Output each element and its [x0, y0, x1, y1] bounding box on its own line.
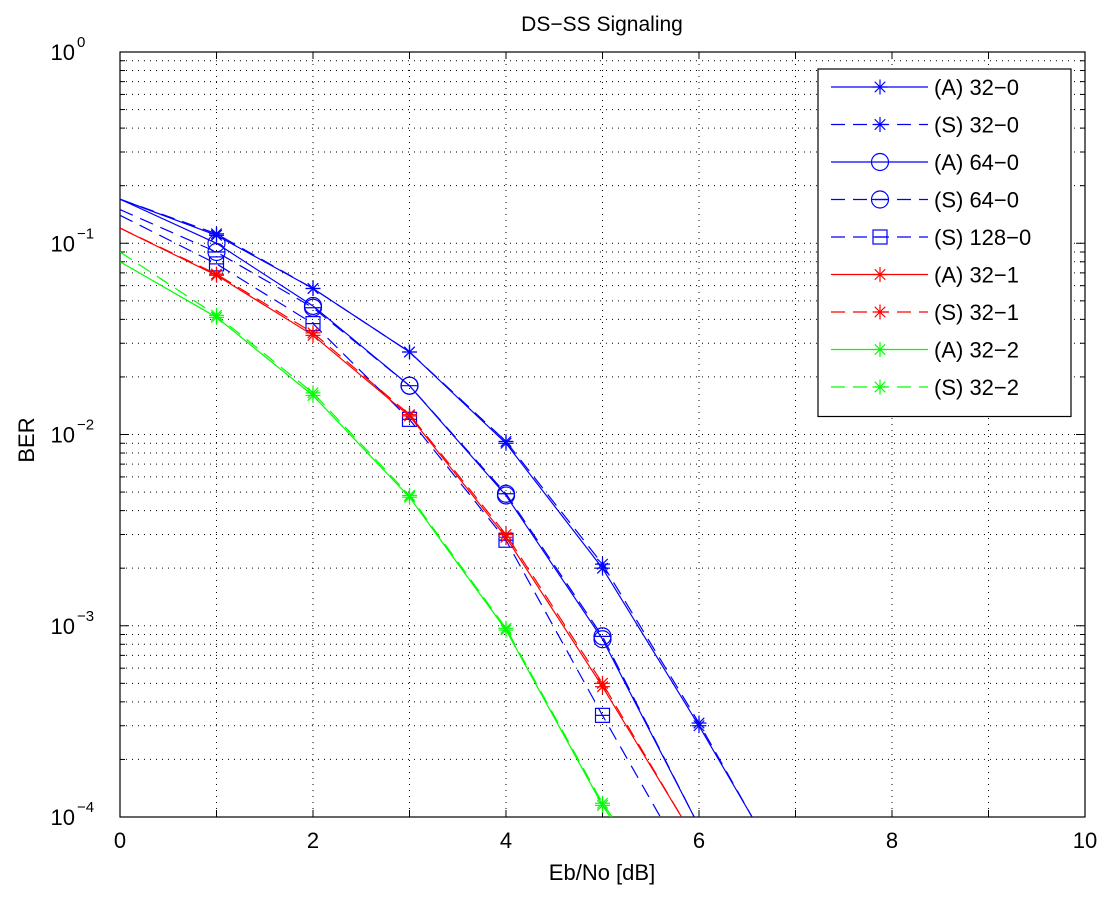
series-6 — [120, 227, 683, 817]
legend-entry: (S) 64−0 — [831, 188, 1019, 213]
y-tick-label: 10 — [51, 231, 75, 256]
marker-circle-line — [593, 627, 612, 646]
marker-star — [595, 795, 610, 811]
marker-star — [209, 307, 224, 323]
marker-star — [872, 267, 888, 282]
series-1 — [120, 198, 753, 817]
x-axis-label: Eb/No [dB] — [549, 860, 655, 885]
y-tick-exponent: −1 — [77, 225, 94, 242]
marker-circle — [870, 152, 890, 172]
legend-label: (S) 128−0 — [934, 225, 1031, 250]
x-tick-label: 8 — [886, 828, 898, 853]
legend-entry: (S) 32−2 — [831, 375, 1019, 400]
legend-entry: (A) 64−0 — [831, 150, 1019, 175]
marker-circle-line — [496, 484, 516, 503]
y-tick-label: 10 — [51, 423, 75, 448]
marker-star — [209, 266, 224, 282]
y-tick-exponent: −4 — [77, 799, 94, 816]
marker-star — [872, 79, 888, 95]
marker-star — [872, 304, 888, 320]
legend-label: (A) 32−2 — [934, 338, 1019, 363]
marker-star — [402, 344, 417, 360]
marker-square — [594, 707, 611, 723]
legend-label: (S) 32−2 — [934, 375, 1019, 400]
series-8 — [120, 251, 613, 817]
marker-star — [209, 226, 224, 242]
series-line — [120, 198, 753, 817]
legend-entry: (A) 32−0 — [831, 75, 1019, 100]
chart-title: DS−SS Signaling — [521, 13, 683, 36]
legend-label: (S) 32−1 — [934, 300, 1019, 325]
legend-entry: (S) 128−0 — [831, 225, 1031, 250]
series-line — [120, 198, 753, 817]
y-tick-exponent: −2 — [77, 417, 94, 434]
legend: (A) 32−0 (S) 32−0 (A) 64−0 (S) 64−0 (S) 128−… — [817, 68, 1072, 418]
marker-star — [402, 407, 417, 423]
legend-entry: (A) 32−1 — [831, 263, 1019, 288]
legend-label: (S) 64−0 — [934, 188, 1019, 213]
marker-circle-line — [400, 376, 419, 395]
marker-square — [872, 229, 888, 245]
marker-circle-line — [870, 190, 890, 209]
marker-star — [595, 556, 610, 572]
marker-star — [498, 527, 514, 543]
marker-star — [305, 280, 321, 296]
y-axis-label: BER — [14, 417, 39, 462]
marker-star — [595, 675, 610, 691]
marker-star — [872, 379, 888, 395]
marker-star — [872, 117, 888, 132]
legend-entry: (S) 32−1 — [831, 300, 1019, 325]
y-tick-exponent: 0 — [77, 34, 85, 51]
x-tick-label: 0 — [114, 828, 126, 853]
series-layer — [120, 198, 753, 817]
y-tick-exponent: −3 — [77, 608, 94, 625]
legend-label: (A) 32−0 — [934, 75, 1019, 100]
marker-circle-line — [207, 242, 226, 262]
x-tick-label: 2 — [307, 828, 319, 853]
y-tick-label: 10 — [51, 805, 75, 830]
x-tick-label: 6 — [693, 828, 705, 853]
marker-star — [305, 385, 321, 401]
series-3 — [120, 209, 695, 817]
marker-star — [872, 342, 888, 357]
x-tick-label: 4 — [500, 828, 512, 853]
y-tick-label: 10 — [51, 614, 75, 639]
legend-entry: (A) 32−2 — [831, 338, 1019, 363]
x-tick-label: 10 — [1073, 828, 1097, 853]
legend-label: (A) 64−0 — [934, 150, 1019, 175]
marker-star — [498, 433, 514, 449]
y-tick-label: 10 — [51, 40, 75, 65]
legend-box — [817, 68, 1072, 418]
legend-entry: (S) 32−0 — [831, 113, 1019, 138]
marker-star — [498, 620, 514, 636]
legend-label: (A) 32−1 — [934, 263, 1019, 288]
marker-star — [402, 487, 417, 503]
marker-star — [691, 715, 707, 731]
legend-label: (S) 32−0 — [934, 113, 1019, 138]
marker-star — [305, 325, 321, 341]
